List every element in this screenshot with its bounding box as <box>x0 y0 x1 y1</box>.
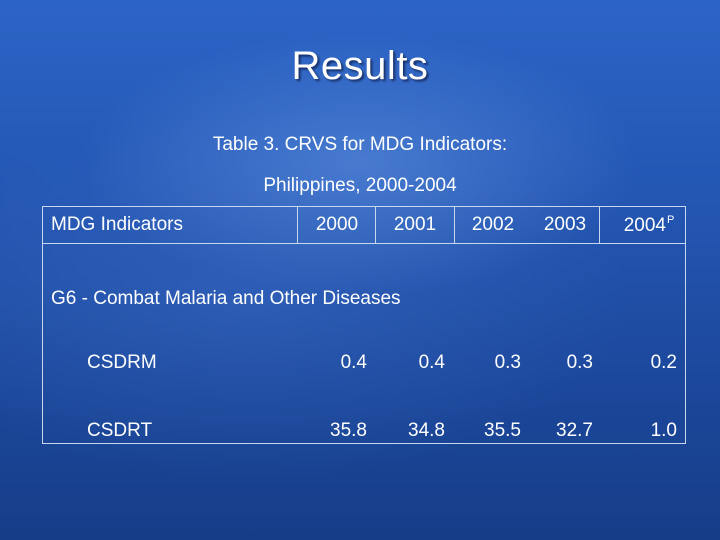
row-label-csdrt: CSDRT <box>87 420 153 441</box>
header-year-2001: 2001 <box>393 214 437 235</box>
column-divider <box>375 207 376 243</box>
cell-csdrm-2000: 0.4 <box>340 352 367 373</box>
cell-csdrt-2000: 35.8 <box>330 420 367 441</box>
column-divider <box>599 207 600 243</box>
column-divider <box>297 207 298 243</box>
header-divider <box>43 243 685 244</box>
cell-csdrt-2004: 1.0 <box>650 420 677 441</box>
row-label-csdrm: CSDRM <box>87 352 157 373</box>
table-caption-line2: Philippines, 2000-2004 <box>263 175 457 196</box>
header-year-2003: 2003 <box>543 214 587 235</box>
cell-csdrm-2003: 0.3 <box>566 352 593 373</box>
column-divider <box>454 207 455 243</box>
section-heading: G6 - Combat Malaria and Other Diseases <box>51 288 401 309</box>
cell-csdrt-2003: 32.7 <box>556 420 593 441</box>
indicator-table: MDG Indicators 2000 2001 2002 2003 2004P… <box>42 206 686 444</box>
cell-csdrt-2001: 34.8 <box>408 420 445 441</box>
cell-csdrm-2001: 0.4 <box>418 352 445 373</box>
cell-csdrm-2004: 0.2 <box>650 352 677 373</box>
header-indicators: MDG Indicators <box>51 214 183 235</box>
header-year-2002: 2002 <box>471 214 515 235</box>
header-year-2000: 2000 <box>315 214 359 235</box>
preliminary-marker: P <box>666 214 675 226</box>
cell-csdrt-2002: 35.5 <box>484 420 521 441</box>
header-year-2004: 2004P <box>623 214 675 236</box>
table-caption-line1: Table 3. CRVS for MDG Indicators: <box>212 134 508 155</box>
cell-csdrm-2002: 0.3 <box>494 352 521 373</box>
slide-title: Results <box>291 44 429 88</box>
